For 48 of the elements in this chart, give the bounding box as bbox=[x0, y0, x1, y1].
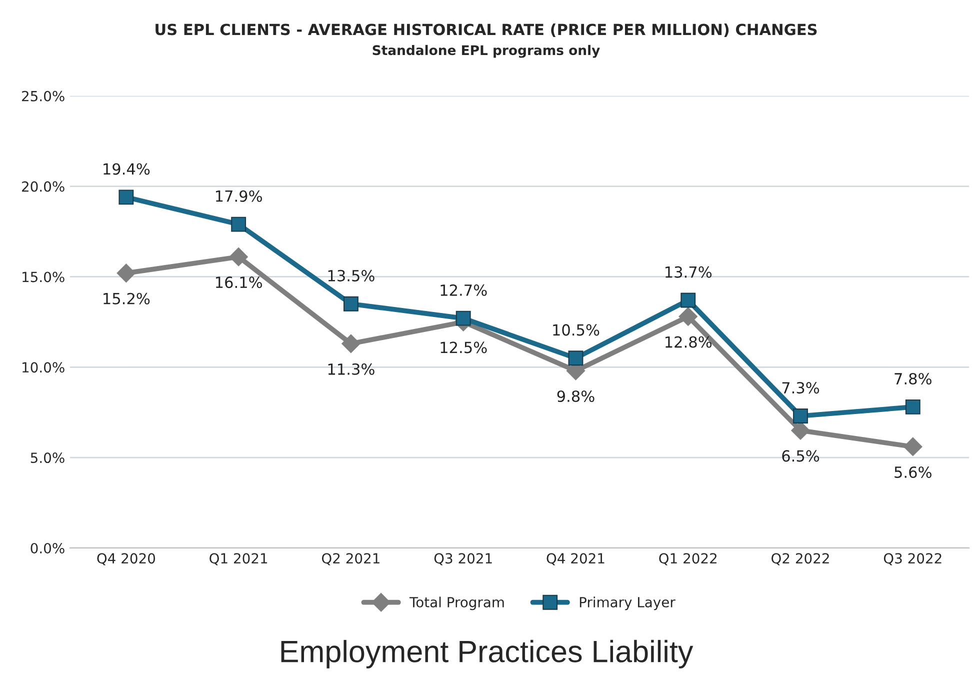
data-label: 5.6% bbox=[894, 466, 932, 478]
data-label: 7.8% bbox=[894, 372, 932, 385]
data-label: 17.9% bbox=[216, 190, 262, 202]
point bbox=[342, 334, 360, 354]
y-tick-label: 15.0% bbox=[22, 272, 64, 282]
point bbox=[678, 307, 698, 326]
point bbox=[568, 350, 584, 366]
y-tick-label: 5.0% bbox=[30, 452, 64, 464]
data-label: 16.1% bbox=[216, 276, 262, 288]
x-tick-label: Q3 2022 bbox=[884, 553, 942, 566]
point bbox=[680, 292, 696, 308]
y-tick-label: 0.0% bbox=[30, 542, 64, 554]
data-label: 12.8% bbox=[666, 336, 712, 348]
point bbox=[793, 408, 808, 424]
chart-subtitle: Standalone EPL programs only bbox=[372, 44, 600, 58]
data-label: 11.3% bbox=[328, 363, 374, 375]
data-label: 7.3% bbox=[782, 382, 820, 394]
legend-label: Primary Layer bbox=[580, 596, 676, 610]
data-label: 6.5% bbox=[782, 450, 820, 462]
data-label: 12.5% bbox=[440, 342, 487, 354]
data-label: 9.8% bbox=[557, 390, 594, 402]
text: Employment Practices Liability bbox=[281, 640, 694, 668]
x-tick-label: Q4 2020 bbox=[97, 553, 156, 566]
x-tick-label: Q3 2021 bbox=[434, 553, 492, 566]
y-tick-label: 20.0% bbox=[22, 181, 64, 192]
data-label: 19.4% bbox=[104, 163, 150, 175]
point bbox=[343, 296, 358, 312]
y-tick-label: 25.0% bbox=[22, 90, 64, 102]
point bbox=[118, 190, 134, 205]
x-tick-label: Q2 2022 bbox=[772, 553, 829, 566]
y-tick-label: 10.0% bbox=[22, 362, 64, 373]
point bbox=[905, 399, 920, 414]
x-tick-label: Q2 2021 bbox=[322, 553, 380, 566]
point bbox=[116, 264, 136, 282]
x-tick-label: Q1 2021 bbox=[210, 553, 268, 566]
data-label: 13.5% bbox=[328, 270, 374, 282]
data-label: 12.7% bbox=[440, 284, 487, 296]
legend-label: Total Program bbox=[409, 596, 504, 610]
data-label: 13.7% bbox=[666, 266, 712, 278]
data-label: 15.2% bbox=[104, 292, 150, 304]
point bbox=[904, 437, 922, 456]
x-tick-label: Q4 2021 bbox=[546, 553, 604, 566]
x-tick-label: Q1 2022 bbox=[659, 553, 716, 566]
point bbox=[229, 247, 248, 266]
data-label: 10.5% bbox=[553, 324, 600, 336]
chart-title: US EPL CLIENTS - AVERAGE HISTORICAL RATE (PRICE PER MILLION) CHANGES bbox=[156, 23, 817, 38]
point bbox=[456, 310, 471, 326]
point bbox=[231, 216, 246, 232]
